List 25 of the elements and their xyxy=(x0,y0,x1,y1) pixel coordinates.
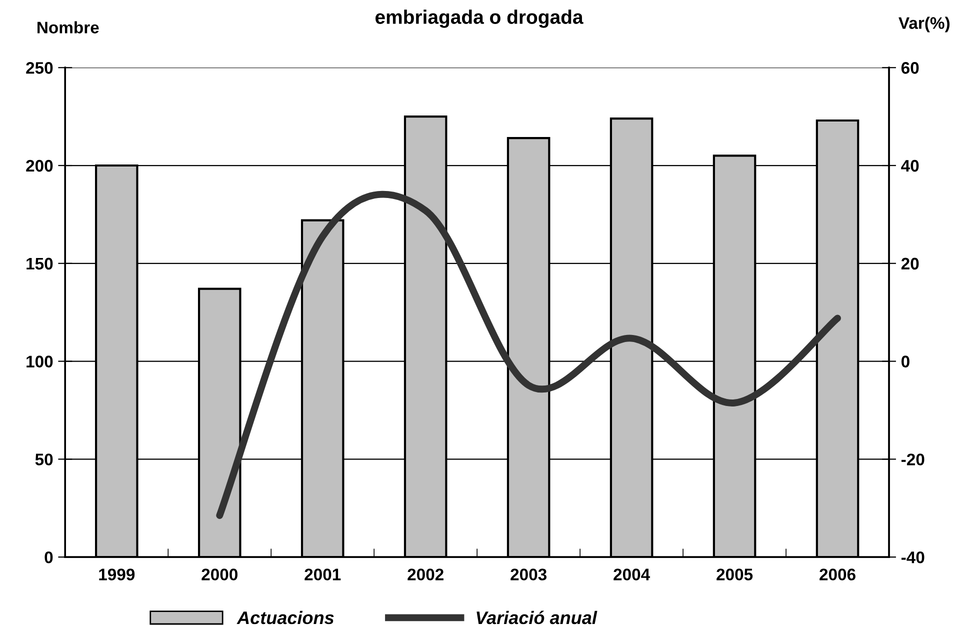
y-axis-title: Nombre xyxy=(38,21,99,34)
y-tick-label: 50 xyxy=(35,454,53,466)
y-tick-label: 100 xyxy=(26,356,53,368)
x-tick-label: 2003 xyxy=(510,568,547,580)
y2-tick-label: 40 xyxy=(901,160,919,172)
x-tick-label: 2004 xyxy=(614,568,650,580)
x-tick-label: 2001 xyxy=(304,568,341,580)
y-tick-label: 200 xyxy=(26,160,53,172)
y-tick-label: 0 xyxy=(44,551,53,564)
y-tick-label: 250 xyxy=(26,62,53,74)
y2-tick-label: 20 xyxy=(901,258,919,270)
y2-tick-label: 60 xyxy=(901,62,919,74)
x-tick-label: 2002 xyxy=(408,568,444,580)
y2-tick-label: -40 xyxy=(901,551,924,564)
chart-title: embriagada o drogada xyxy=(376,10,584,28)
x-tick-label: 2005 xyxy=(716,568,753,580)
x-tick-label: 2006 xyxy=(820,568,856,580)
y2-tick-label: 0 xyxy=(901,356,910,368)
x-tick-label: 1999 xyxy=(99,568,135,580)
y-tick-label: 150 xyxy=(26,258,53,270)
y2-axis-title: Var(%) xyxy=(898,16,950,32)
legend-label: Variació anual xyxy=(476,610,598,624)
legend-label: Actuacions xyxy=(236,610,334,624)
y2-tick-label: -20 xyxy=(901,454,924,466)
x-tick-label: 2000 xyxy=(202,568,238,580)
